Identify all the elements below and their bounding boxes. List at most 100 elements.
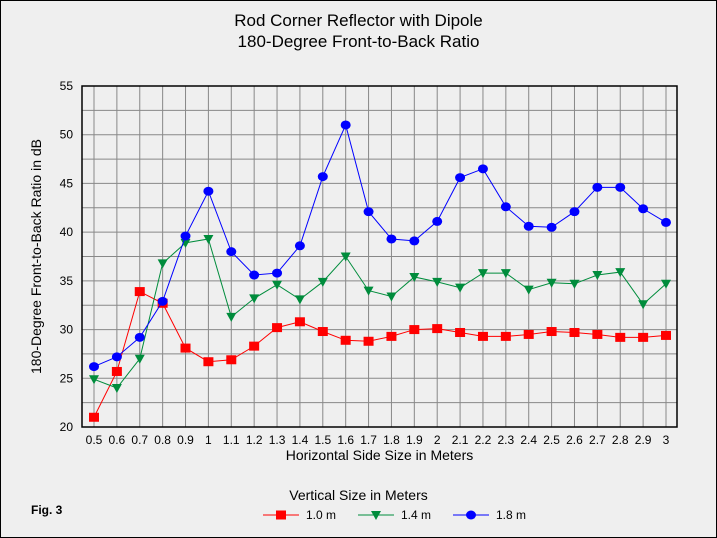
- data-point: [272, 280, 283, 290]
- y-tick-label: 45: [60, 176, 74, 190]
- data-point: [569, 207, 580, 217]
- data-point: [226, 312, 237, 322]
- data-point: [249, 341, 260, 351]
- data-point: [546, 278, 557, 288]
- data-point: [111, 366, 122, 376]
- chart-subtitle: 180-Degree Front-to-Back Ratio: [237, 32, 480, 51]
- data-point: [615, 268, 626, 278]
- x-tick-label: 3: [663, 433, 670, 447]
- data-point: [340, 335, 351, 345]
- x-tick-label: 1.4: [292, 433, 309, 447]
- x-tick-label: 2.8: [612, 433, 629, 447]
- data-point: [317, 277, 328, 287]
- data-point: [455, 173, 466, 183]
- x-tick-label: 0.6: [109, 433, 126, 447]
- legend-marker: [371, 511, 381, 520]
- data-point: [294, 317, 305, 327]
- data-point: [363, 286, 374, 296]
- x-tick-label: 0.9: [177, 433, 194, 447]
- x-tick-label: 1: [205, 433, 212, 447]
- data-point: [455, 283, 466, 293]
- data-point: [363, 207, 374, 217]
- data-point: [340, 120, 351, 130]
- data-point: [638, 204, 649, 214]
- data-point: [638, 332, 649, 342]
- data-point: [203, 234, 214, 244]
- chart-title: Rod Corner Reflector with Dipole: [234, 11, 483, 30]
- data-point: [272, 323, 283, 333]
- data-point: [294, 295, 305, 305]
- y-tick-label: 30: [60, 323, 74, 337]
- data-point: [363, 336, 374, 346]
- data-point: [432, 324, 443, 334]
- x-tick-label: 2: [434, 433, 441, 447]
- data-point: [546, 327, 557, 337]
- data-point: [111, 352, 122, 362]
- data-point: [592, 329, 603, 339]
- x-tick-label: 2.1: [452, 433, 469, 447]
- data-point: [134, 354, 145, 364]
- data-point: [477, 331, 488, 341]
- data-point: [317, 327, 328, 337]
- data-point: [180, 238, 191, 248]
- data-point: [638, 300, 649, 310]
- x-tick-label: 1.6: [337, 433, 354, 447]
- data-point: [455, 327, 466, 337]
- data-point: [386, 234, 397, 244]
- x-axis-label: Horizontal Side Size in Meters: [286, 447, 474, 463]
- y-tick-label: 50: [60, 128, 74, 142]
- y-tick-label: 25: [60, 371, 74, 385]
- data-point: [661, 330, 671, 340]
- x-tick-label: 1.1: [223, 433, 240, 447]
- data-point: [569, 327, 580, 337]
- data-point: [249, 294, 260, 304]
- data-point: [180, 231, 191, 241]
- data-point: [111, 384, 122, 394]
- data-point: [226, 247, 237, 257]
- x-tick-label: 2.5: [543, 433, 560, 447]
- data-point: [523, 221, 534, 231]
- data-point: [615, 332, 626, 342]
- data-point: [89, 362, 99, 372]
- legend-title: Vertical Size in Meters: [289, 487, 428, 503]
- data-point: [546, 222, 557, 232]
- data-point: [500, 202, 511, 212]
- data-point: [386, 331, 397, 341]
- data-point: [157, 296, 168, 306]
- data-point: [661, 279, 671, 289]
- y-tick-label: 40: [60, 225, 74, 239]
- data-point: [157, 259, 168, 269]
- legend-marker: [276, 510, 286, 520]
- figure-label: Fig. 3: [31, 503, 63, 517]
- x-tick-label: 1.8: [383, 433, 400, 447]
- data-point: [432, 216, 443, 226]
- data-point: [477, 164, 488, 174]
- data-point: [661, 217, 671, 227]
- legend-marker: [466, 510, 476, 520]
- x-tick-label: 0.8: [154, 433, 171, 447]
- data-point: [500, 331, 511, 341]
- data-point: [203, 357, 214, 367]
- data-point: [226, 355, 237, 365]
- y-tick-label: 20: [60, 420, 74, 434]
- legend-entry: 1.8 m: [496, 508, 526, 522]
- data-point: [203, 186, 214, 196]
- data-point: [569, 279, 580, 289]
- x-tick-label: 1.7: [360, 433, 377, 447]
- data-point: [615, 182, 626, 192]
- data-point: [592, 182, 603, 192]
- data-point: [294, 241, 305, 251]
- y-tick-label: 55: [60, 79, 74, 93]
- data-point: [409, 325, 420, 335]
- x-tick-label: 0.5: [86, 433, 103, 447]
- data-point: [477, 269, 488, 279]
- data-point: [89, 375, 99, 385]
- data-point: [134, 332, 145, 342]
- legend-entry: 1.0 m: [306, 508, 336, 522]
- x-tick-label: 2.3: [497, 433, 514, 447]
- y-tick-label: 35: [60, 274, 74, 288]
- x-tick-label: 2.4: [520, 433, 537, 447]
- data-point: [523, 329, 534, 339]
